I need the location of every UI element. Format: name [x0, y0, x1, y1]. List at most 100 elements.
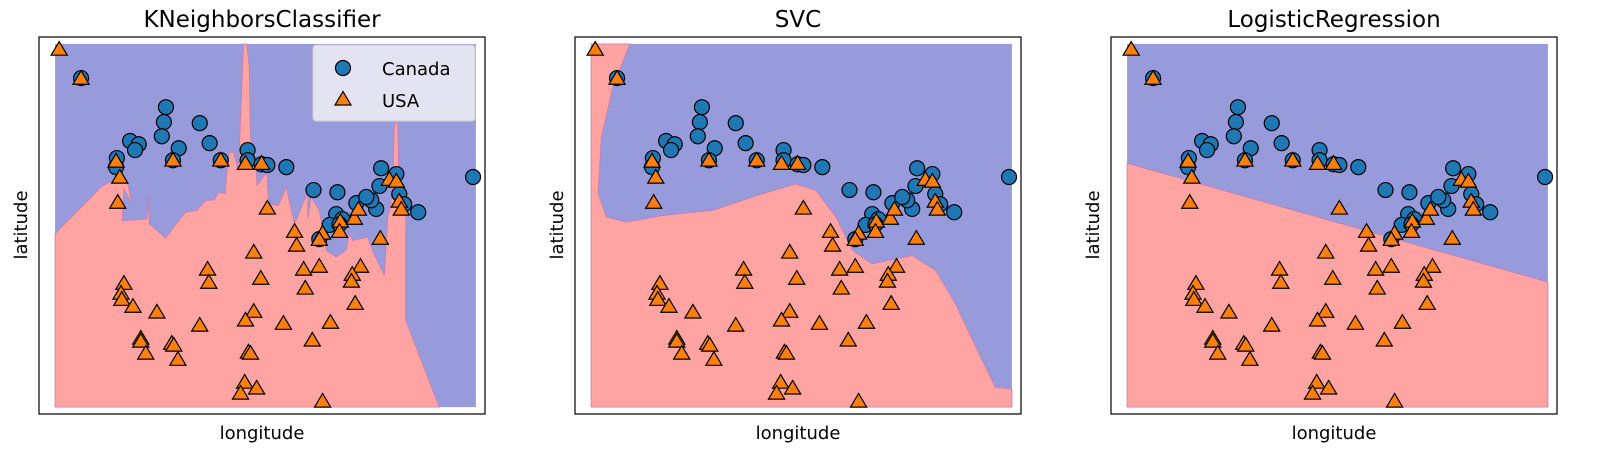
usa-point: [1271, 273, 1290, 289]
series-canada: [1144, 69, 1554, 248]
y-axis-label: latitude: [11, 190, 32, 259]
usa-point: [1414, 272, 1433, 288]
usa-point: [885, 200, 904, 216]
usa-point: [767, 384, 786, 400]
usa-point: [586, 40, 605, 56]
usa-point: [607, 69, 627, 85]
usa-point: [1240, 350, 1260, 366]
canada-point: [1350, 159, 1367, 176]
canada-point: [464, 168, 482, 186]
canada-point: [1273, 135, 1290, 152]
usa-point: [1418, 294, 1437, 310]
canada-point: [662, 141, 680, 159]
canada-point: [358, 188, 375, 206]
x-axis-label: longitude: [756, 423, 841, 444]
x-axis-label: longitude: [1292, 423, 1377, 444]
usa-point: [846, 257, 865, 273]
usa-point: [244, 243, 263, 259]
canada-point: [894, 188, 911, 206]
usa-point: [700, 336, 719, 352]
usa-point: [823, 236, 842, 252]
usa-point: [923, 172, 942, 188]
usa-point: [1303, 384, 1322, 400]
usa-point: [1402, 222, 1421, 238]
usa-point: [1236, 336, 1255, 352]
axes-frame: [574, 36, 1022, 415]
usa-point: [830, 260, 849, 276]
usa-point: [392, 200, 411, 216]
usa-point: [236, 311, 255, 327]
usa-point: [846, 230, 865, 246]
series-usa: [50, 40, 411, 408]
usa-point: [303, 331, 322, 347]
usa-point: [882, 294, 901, 310]
y-axis-label: latitude: [1083, 190, 1104, 259]
chart-title: SVC: [775, 7, 821, 33]
usa-point: [887, 257, 906, 273]
canada-point: [153, 128, 170, 145]
usa-point: [1203, 332, 1222, 348]
usa-point: [857, 313, 876, 329]
axes-frame: [1110, 36, 1558, 415]
usa-point: [199, 273, 218, 289]
usa-point: [672, 344, 691, 360]
usa-point: [147, 303, 167, 319]
usa-point: [1324, 154, 1343, 170]
usa-point: [1195, 297, 1215, 313]
canada-point: [1401, 184, 1418, 201]
usa-point: [1283, 151, 1302, 167]
canada-point: [373, 160, 390, 177]
legend-label: USA: [382, 91, 420, 112]
usa-point: [907, 229, 926, 245]
legend-usa-marker: [333, 90, 353, 106]
usa-point: [198, 260, 217, 276]
usa-point: [296, 279, 315, 295]
usa-point: [777, 344, 796, 360]
usa-point: [1330, 199, 1349, 215]
axes-frame: [38, 36, 486, 415]
usa-point: [168, 350, 188, 366]
usa-point: [1366, 260, 1385, 276]
usa-point: [726, 316, 745, 332]
usa-point: [1382, 257, 1401, 273]
usa-point: [1375, 331, 1394, 347]
canada-point: [909, 160, 926, 177]
usa-point: [131, 332, 150, 348]
usa-point: [1382, 230, 1401, 246]
usa-point: [294, 260, 313, 276]
usa-point: [1393, 313, 1412, 329]
canada-point: [727, 115, 744, 132]
usa-point: [287, 236, 306, 252]
usa-point: [646, 168, 665, 184]
canada-point: [1263, 115, 1280, 132]
canada-point: [157, 99, 175, 116]
canada-point: [814, 159, 831, 176]
usa-point: [108, 193, 127, 209]
usa-point: [780, 302, 799, 318]
usa-point: [928, 200, 947, 216]
usa-point: [747, 151, 766, 167]
usa-point: [244, 302, 263, 318]
usa-point: [783, 379, 802, 395]
usa-point: [241, 344, 260, 360]
usa-point: [839, 331, 858, 347]
usa-point: [1208, 344, 1227, 360]
usa-point: [648, 290, 667, 306]
x-axis-label: longitude: [220, 423, 305, 444]
usa-point: [123, 297, 143, 313]
usa-point: [832, 279, 851, 295]
usa-point: [247, 379, 266, 395]
usa-point: [821, 222, 840, 238]
usa-point: [794, 199, 813, 215]
usa-point: [342, 272, 361, 288]
usa-point: [1316, 302, 1335, 318]
usa-point: [258, 199, 277, 215]
usa-point: [164, 336, 183, 352]
usa-point: [1417, 209, 1436, 225]
canada-point: [1225, 128, 1242, 145]
region-usa: [1126, 162, 1549, 408]
usa-point: [866, 222, 885, 238]
usa-point: [1308, 311, 1327, 327]
usa-point: [1262, 316, 1281, 332]
usa-point: [1316, 243, 1335, 259]
